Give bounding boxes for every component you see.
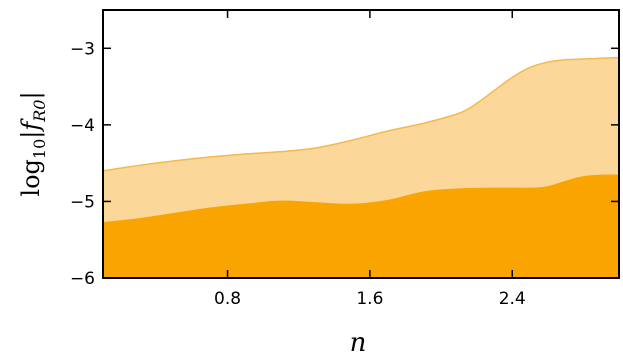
y-tick-label: −3	[70, 39, 95, 59]
y-axis-title-bar-left: |	[17, 131, 46, 139]
inner-band-area	[103, 174, 619, 278]
y-axis-title: log10|fR0|	[17, 91, 49, 196]
y-axis-title-var-sub: R0	[30, 100, 49, 123]
x-tick-label: 2.4	[499, 289, 526, 309]
plot-area	[102, 56, 620, 278]
outer-band-edge	[102, 56, 620, 172]
y-tick-label: −6	[70, 269, 95, 289]
y-axis-title-log: log	[17, 159, 45, 197]
y-axis-ticks: −3 −4 −5 −6	[70, 39, 619, 289]
x-axis-title: n	[350, 328, 367, 356]
axes-frame	[102, 9, 620, 279]
x-tick-label: 1.6	[356, 289, 383, 309]
y-axis-title-bar-right: |	[17, 91, 46, 99]
y-axis-title-log-sub: 10	[30, 139, 49, 159]
x-tick-label: 0.8	[214, 289, 241, 309]
y-tick-label: −5	[70, 192, 95, 212]
x-axis-ticks: 0.8 1.6 2.4	[214, 10, 526, 309]
y-tick-label: −4	[70, 116, 95, 136]
